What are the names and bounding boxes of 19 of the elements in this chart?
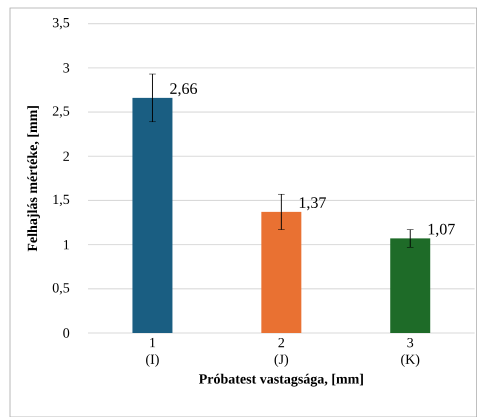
- y-axis-title: Felhajlás mértéke, [mm]: [27, 106, 40, 252]
- y-tick-label: 3: [63, 63, 70, 73]
- data-label: 2,66: [170, 83, 198, 96]
- y-tick-label: 1: [64, 240, 69, 250]
- bar: [390, 238, 430, 333]
- y-tick-label: 0: [63, 328, 70, 338]
- x-tick-label: 1 (I): [146, 338, 159, 367]
- bar: [132, 98, 172, 333]
- y-tick-label: 1,5: [53, 194, 70, 206]
- x-tick-label: 2 (J): [274, 338, 288, 367]
- y-tick-label: 2,5: [52, 106, 70, 118]
- data-label: 1,07: [428, 224, 455, 237]
- data-label: 1,37: [300, 197, 326, 210]
- x-axis-title: Próbatest vastagsága, [mm]: [198, 374, 363, 387]
- x-tick-label: 3 (K): [401, 338, 420, 367]
- bar: [261, 212, 302, 333]
- y-tick-label: 0,5: [52, 283, 70, 295]
- y-tick-label: 2: [63, 152, 69, 161]
- y-tick-label: 3,5: [52, 18, 70, 30]
